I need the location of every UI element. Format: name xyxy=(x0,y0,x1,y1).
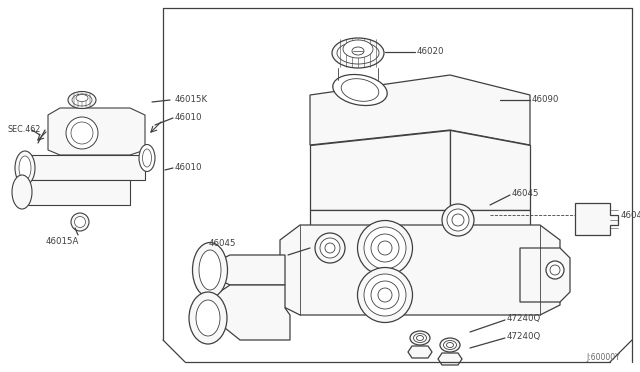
Ellipse shape xyxy=(66,117,98,149)
Text: 46048: 46048 xyxy=(621,211,640,219)
Ellipse shape xyxy=(417,336,424,340)
Polygon shape xyxy=(48,108,145,155)
Ellipse shape xyxy=(71,122,93,144)
Ellipse shape xyxy=(546,261,564,279)
Ellipse shape xyxy=(341,78,379,101)
Ellipse shape xyxy=(196,300,220,336)
Text: 47240Q: 47240Q xyxy=(507,314,541,323)
Ellipse shape xyxy=(447,343,454,347)
Polygon shape xyxy=(28,180,130,205)
Ellipse shape xyxy=(74,217,86,228)
Polygon shape xyxy=(310,210,530,230)
Text: 46015K: 46015K xyxy=(175,96,208,105)
Text: 46045: 46045 xyxy=(512,189,540,198)
Ellipse shape xyxy=(332,38,384,68)
Ellipse shape xyxy=(452,214,464,226)
Polygon shape xyxy=(215,285,290,340)
Ellipse shape xyxy=(325,243,335,253)
Ellipse shape xyxy=(371,281,399,309)
Text: 46010: 46010 xyxy=(175,113,202,122)
Polygon shape xyxy=(215,255,285,285)
Ellipse shape xyxy=(358,221,413,276)
Ellipse shape xyxy=(193,243,227,298)
Ellipse shape xyxy=(315,233,345,263)
Polygon shape xyxy=(28,155,145,180)
Ellipse shape xyxy=(320,238,340,258)
Text: 46045: 46045 xyxy=(209,240,236,248)
Ellipse shape xyxy=(444,340,456,350)
Text: SEC.462: SEC.462 xyxy=(8,125,42,135)
Ellipse shape xyxy=(337,42,379,64)
Polygon shape xyxy=(438,353,462,365)
Ellipse shape xyxy=(12,175,32,209)
Polygon shape xyxy=(520,248,570,302)
Ellipse shape xyxy=(378,288,392,302)
Ellipse shape xyxy=(447,209,469,231)
Text: 47240Q: 47240Q xyxy=(507,331,541,340)
Ellipse shape xyxy=(442,204,474,236)
Ellipse shape xyxy=(364,274,406,316)
Ellipse shape xyxy=(550,265,560,275)
Polygon shape xyxy=(310,230,490,310)
Ellipse shape xyxy=(440,338,460,352)
Ellipse shape xyxy=(364,227,406,269)
Ellipse shape xyxy=(76,94,88,102)
Text: 46015A: 46015A xyxy=(45,237,79,247)
Ellipse shape xyxy=(343,40,373,58)
Ellipse shape xyxy=(352,47,364,55)
Ellipse shape xyxy=(68,92,96,109)
Ellipse shape xyxy=(358,267,413,323)
Text: J:60000Y: J:60000Y xyxy=(586,353,620,362)
Ellipse shape xyxy=(410,331,430,345)
Text: 46090: 46090 xyxy=(532,96,559,105)
Ellipse shape xyxy=(189,292,227,344)
Ellipse shape xyxy=(139,144,155,171)
Polygon shape xyxy=(408,346,432,358)
Ellipse shape xyxy=(378,241,392,255)
Ellipse shape xyxy=(15,151,35,185)
Text: 46020: 46020 xyxy=(417,48,445,57)
Text: 46010: 46010 xyxy=(175,164,202,173)
Ellipse shape xyxy=(413,334,426,343)
Ellipse shape xyxy=(143,149,152,167)
Ellipse shape xyxy=(199,250,221,290)
Ellipse shape xyxy=(71,213,89,231)
Polygon shape xyxy=(310,130,450,210)
Ellipse shape xyxy=(19,156,31,180)
Polygon shape xyxy=(575,203,618,235)
Ellipse shape xyxy=(371,234,399,262)
Polygon shape xyxy=(310,75,530,145)
Ellipse shape xyxy=(72,94,92,106)
Ellipse shape xyxy=(333,74,387,106)
Polygon shape xyxy=(490,230,540,270)
Polygon shape xyxy=(450,130,530,210)
Polygon shape xyxy=(280,225,560,315)
